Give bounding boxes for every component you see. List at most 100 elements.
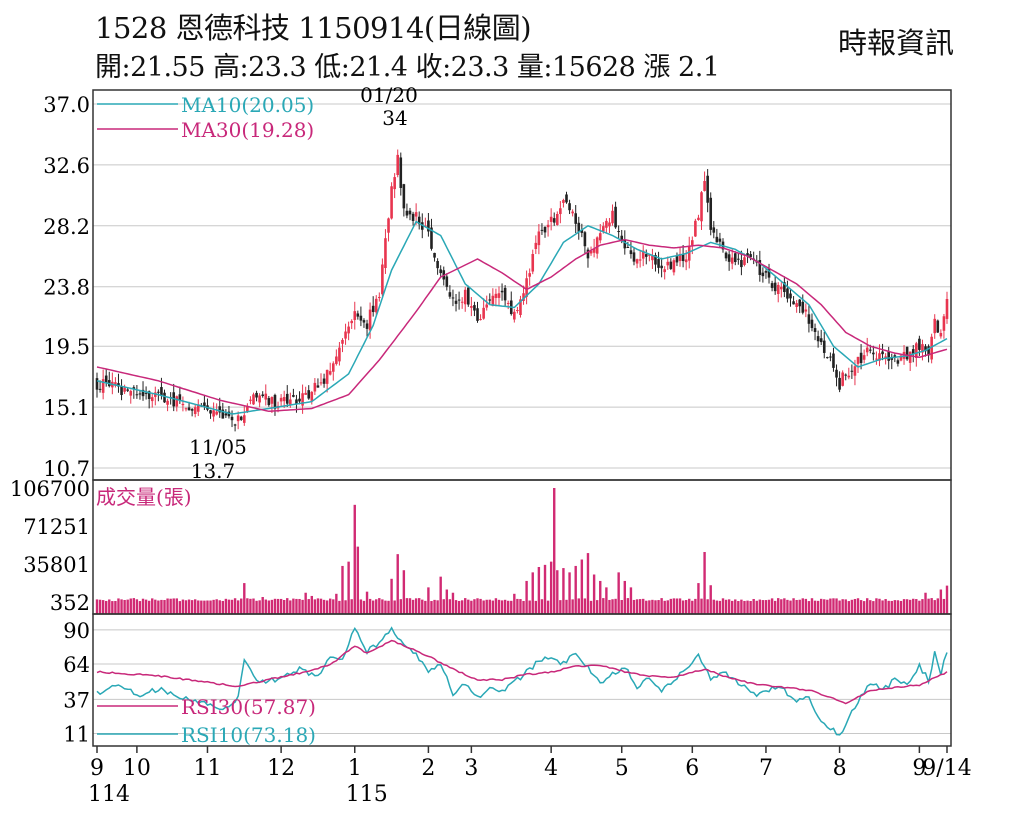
candle-body: [95, 378, 99, 390]
x-month-label: 12: [267, 756, 295, 781]
volume-y-tick-label: 35801: [23, 553, 90, 577]
candle-body: [651, 255, 654, 261]
candle-body: [562, 199, 565, 203]
volume-bar: [706, 599, 709, 614]
volume-bar: [678, 598, 682, 614]
volume-bar: [921, 599, 924, 614]
volume-bar: [460, 600, 464, 614]
candle-body: [473, 305, 476, 311]
candle-body: [859, 352, 863, 364]
volume-bar: [666, 600, 669, 614]
candle-body: [224, 413, 228, 416]
volume-bar: [516, 598, 519, 614]
volume-bar: [764, 600, 768, 614]
volume-bar: [642, 598, 645, 614]
volume-bar: [190, 600, 194, 614]
candle-body: [546, 224, 550, 228]
candle-body: [470, 306, 473, 308]
volume-bar: [715, 600, 719, 614]
volume-bar: [261, 597, 264, 614]
candle-body: [801, 301, 805, 313]
volume-bar: [767, 599, 771, 614]
candle-body: [684, 259, 688, 263]
quote-summary: 開:21.55 高:23.3 低:21.4 收:23.3 量:15628 漲 2…: [95, 52, 720, 83]
candle-body: [338, 347, 341, 362]
candle-body: [580, 229, 584, 233]
volume-bar: [270, 599, 274, 614]
volume-bar: [758, 599, 762, 614]
volume-bar: [632, 599, 636, 614]
volume-bar: [203, 600, 206, 614]
volume-bar: [371, 600, 375, 614]
candle-body: [552, 218, 556, 223]
candle-body: [924, 346, 927, 352]
volume-bar: [138, 601, 142, 614]
candle-body: [878, 353, 881, 361]
volume-bar: [869, 600, 872, 614]
candle-body: [476, 308, 479, 321]
volume-bar: [614, 598, 617, 614]
candle-body: [733, 253, 737, 262]
volume-bar: [506, 600, 510, 614]
candle-body: [746, 253, 749, 256]
volume-bar: [282, 599, 286, 614]
panel-frame: [92, 613, 952, 747]
volume-bar: [105, 600, 108, 614]
volume-bar: [783, 598, 786, 614]
volume-bar: [700, 598, 703, 614]
volume-bar: [902, 599, 906, 614]
x-month-label: 10: [123, 756, 151, 781]
volume-bar: [356, 546, 360, 614]
candle-body: [215, 411, 218, 415]
candle-body: [117, 383, 120, 387]
candle-body: [316, 385, 320, 388]
volume-bar: [856, 598, 860, 614]
candle-body: [500, 290, 504, 293]
candle-body: [918, 338, 921, 350]
volume-bar: [549, 561, 553, 614]
candle-body: [810, 319, 814, 329]
volume-bar: [197, 600, 200, 614]
volume-bar: [157, 600, 160, 614]
page-title: 1528 恩德科技 1150914(日線圖): [95, 11, 532, 45]
candle-body: [396, 154, 400, 175]
candle-body: [789, 293, 792, 299]
candle-body: [706, 175, 709, 203]
volume-bar: [672, 598, 676, 614]
high-annotation-date: 01/20: [360, 83, 418, 107]
volume-bar: [602, 598, 605, 614]
candle-body: [310, 391, 314, 401]
volume-bar: [193, 599, 197, 614]
ma10-legend-label: MA10(20.05): [181, 93, 314, 117]
candle-body: [463, 289, 467, 305]
volume-bar: [740, 599, 743, 614]
candle-body: [193, 407, 197, 415]
candle-body: [104, 375, 108, 383]
volume-bar: [491, 600, 495, 614]
x-month-label: 9: [912, 756, 926, 781]
candle-body: [881, 351, 884, 355]
volume-y-tick-label: 352: [50, 591, 90, 615]
candle-body: [457, 299, 461, 301]
volume-bar: [375, 599, 378, 614]
candle-body: [718, 238, 722, 242]
candle-body: [255, 392, 258, 398]
volume-bar: [252, 598, 255, 614]
volume-bar: [246, 598, 249, 614]
x-month-label: 9/14: [922, 756, 971, 781]
candle-body: [672, 260, 676, 273]
candle-body: [184, 408, 188, 410]
volume-bar: [850, 599, 854, 614]
volume-bar: [841, 599, 844, 614]
volume-bar: [770, 598, 774, 614]
volume-bar: [236, 600, 240, 614]
candle-body: [289, 399, 292, 406]
volume-bar: [451, 592, 455, 614]
volume-bar: [635, 599, 639, 614]
candle-body: [749, 254, 752, 258]
volume-bar: [908, 599, 912, 614]
volume-bar: [872, 601, 875, 614]
candle-body: [516, 310, 519, 312]
candle-body: [847, 375, 851, 378]
volume-bar: [332, 599, 335, 614]
